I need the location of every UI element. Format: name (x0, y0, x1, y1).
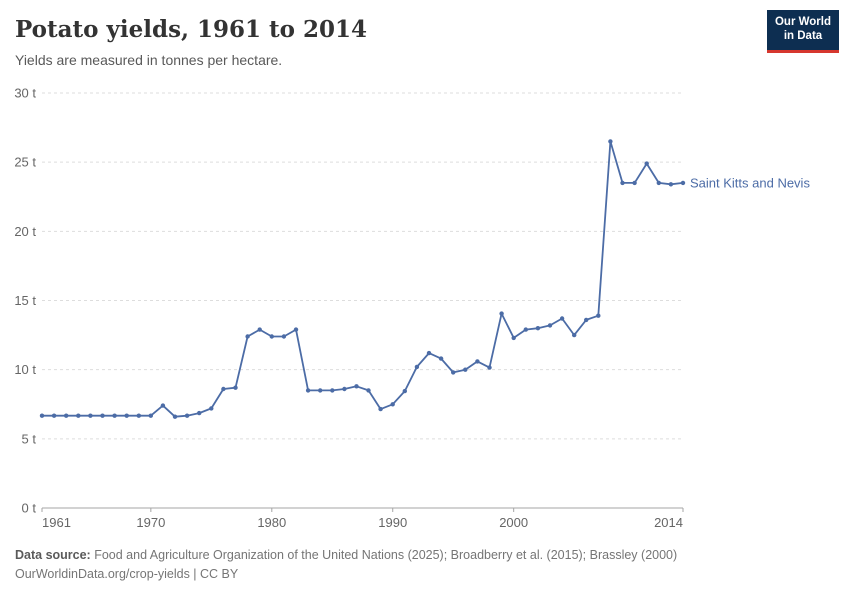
data-point-1970 (148, 413, 153, 418)
data-point-1971 (160, 403, 166, 408)
data-point-1987 (354, 384, 359, 389)
data-point-1992 (414, 364, 420, 370)
data-point-1963 (63, 413, 69, 418)
data-point-2005 (572, 332, 577, 338)
data-point-1976 (221, 386, 226, 392)
data-point-1978 (245, 334, 250, 339)
x-axis (41, 507, 684, 512)
data-point-1977 (233, 385, 238, 390)
x-tick-label-1961: 1961 (42, 515, 71, 530)
data-point-1974 (197, 410, 202, 416)
series-line (41, 140, 684, 418)
data-point-1981 (281, 334, 287, 339)
data-point-2011 (644, 161, 649, 166)
page-title: Potato yields, 1961 to 2014 (15, 16, 368, 43)
data-point-1984 (318, 388, 323, 393)
data-point-1999 (499, 311, 504, 316)
y-tick-label-20: 20 t (14, 224, 36, 239)
data-series-saint-kitts-and-nevis[interactable] (39, 139, 686, 419)
y-tick-label-0: 0 t (22, 501, 37, 516)
y-tick-label-10: 10 t (14, 362, 36, 377)
data-point-1988 (366, 388, 371, 393)
data-point-2012 (656, 180, 661, 186)
x-tick-label-1980: 1980 (257, 515, 286, 530)
data-point-1996 (463, 367, 468, 372)
data-point-1979 (257, 327, 262, 332)
data-point-1973 (184, 413, 190, 418)
data-point-1964 (76, 413, 81, 418)
data-point-2007 (596, 313, 601, 318)
data-point-1969 (136, 413, 141, 418)
x-tick-label-2000: 2000 (499, 515, 528, 530)
data-point-1972 (172, 414, 178, 419)
x-axis-tick-labels: 1961 1970 1980 1990 2000 2014 (42, 515, 683, 530)
data-point-2014 (680, 180, 686, 186)
data-point-1983 (305, 388, 311, 393)
data-point-1966 (100, 413, 105, 418)
attribution-link[interactable]: OurWorldinData.org/crop-yields | CC BY (15, 567, 239, 582)
owid-logo[interactable]: Our World in Data (767, 10, 839, 53)
data-point-1962 (51, 413, 57, 418)
data-point-1980 (269, 334, 274, 339)
data-point-1994 (438, 356, 444, 361)
data-point-2004 (559, 316, 565, 321)
data-point-2000 (511, 335, 516, 341)
x-tick-label-1970: 1970 (136, 515, 165, 530)
y-tick-label-5: 5 t (22, 431, 37, 446)
data-point-1986 (342, 386, 347, 392)
data-point-2008 (608, 139, 613, 144)
y-axis-tick-labels: 0 t 5 t 10 t 15 t 20 t 25 t 30 t (14, 86, 36, 516)
y-tick-label-15: 15 t (14, 293, 36, 308)
data-point-2002 (535, 326, 541, 331)
data-point-1985 (330, 388, 335, 393)
owid-logo-text-line1: Our World (774, 16, 831, 28)
data-source-label: Data source: (15, 548, 91, 562)
data-source-text: Food and Agriculture Organization of the… (90, 548, 678, 562)
y-tick-label-25: 25 t (14, 155, 36, 170)
x-tick-label-2014: 2014 (654, 515, 683, 530)
data-point-1967 (112, 413, 117, 418)
chart-footer: Data source: Food and Agriculture Organi… (15, 546, 795, 585)
data-point-2013 (668, 182, 674, 187)
y-tick-label-30: 30 t (14, 86, 36, 101)
data-point-1998 (487, 365, 492, 370)
chart-subtitle: Yields are measured in tonnes per hectar… (15, 52, 283, 68)
data-point-1997 (475, 359, 480, 364)
data-point-1961 (39, 413, 45, 418)
data-point-2009 (620, 180, 625, 186)
x-tick-label-1990: 1990 (378, 515, 407, 530)
data-point-2010 (632, 180, 637, 186)
data-point-1982 (293, 327, 299, 332)
data-point-1975 (209, 406, 214, 411)
data-point-2006 (584, 317, 589, 323)
data-point-1991 (402, 388, 407, 394)
gridlines-group (42, 92, 683, 440)
data-point-1989 (378, 406, 383, 412)
owid-logo-text-line2: in Data (783, 30, 823, 43)
data-point-1995 (451, 370, 456, 375)
data-point-2003 (547, 323, 553, 328)
data-point-1990 (390, 402, 395, 407)
data-point-1993 (426, 350, 432, 356)
data-point-1968 (124, 413, 129, 418)
data-point-1965 (88, 413, 93, 418)
entity-label-saint-kitts-and-nevis[interactable]: Saint Kitts and Nevis (690, 175, 810, 190)
data-point-2001 (523, 327, 528, 332)
